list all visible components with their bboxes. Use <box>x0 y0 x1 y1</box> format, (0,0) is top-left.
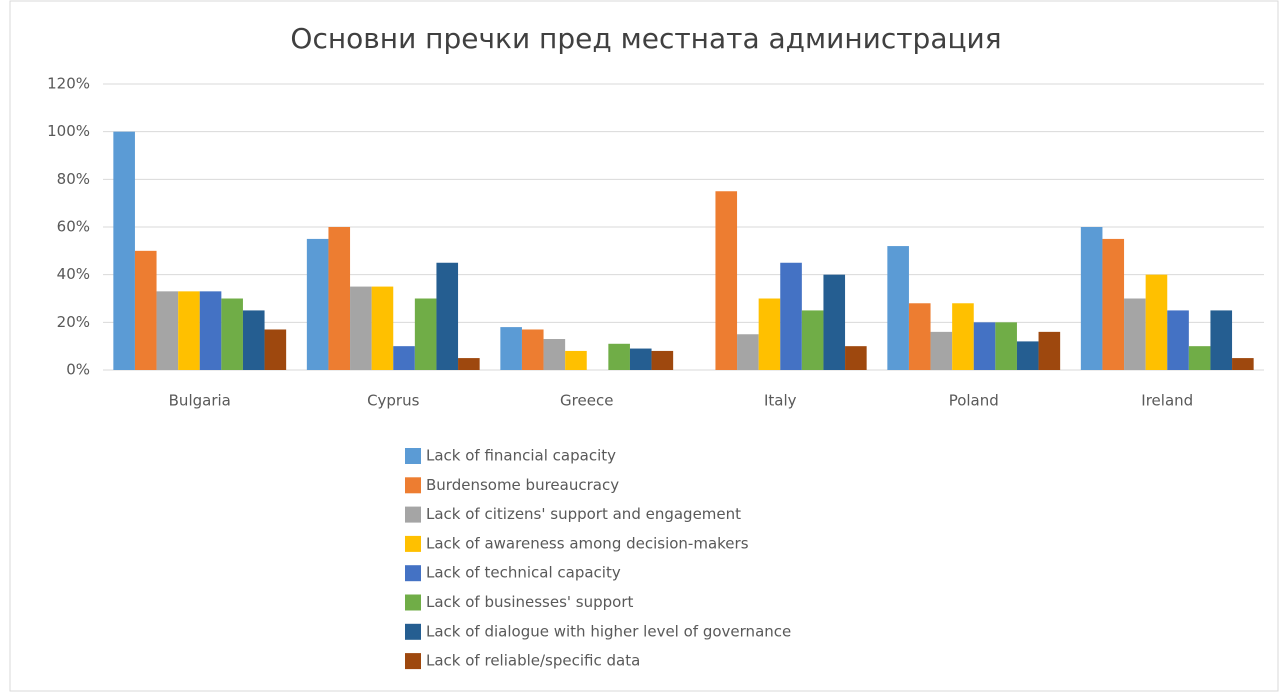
y-tick-label: 100% <box>47 122 90 140</box>
bar <box>651 350 674 370</box>
legend-swatch <box>405 565 421 582</box>
y-tick-label: 120% <box>47 75 90 93</box>
x-tick-label: Bulgaria <box>169 392 231 410</box>
legend-label: Burdensome bureaucracy <box>426 476 619 494</box>
bar <box>521 329 544 370</box>
legend-swatch <box>405 653 421 670</box>
chart-title: Основни пречки пред местната администрац… <box>290 22 1001 55</box>
bar <box>930 331 953 370</box>
legend-label: Lack of citizens' support and engagement <box>426 505 741 523</box>
bar <box>306 238 329 370</box>
bar <box>1016 341 1039 370</box>
bar <box>1167 310 1189 370</box>
bar <box>1102 238 1125 370</box>
bar <box>608 343 630 370</box>
x-tick-label: Greece <box>560 392 613 410</box>
legend-label: Lack of financial capacity <box>426 447 616 465</box>
bar <box>995 322 1017 370</box>
x-tick-label: Cyprus <box>367 392 420 410</box>
legend-label: Lack of businesses' support <box>426 593 633 611</box>
bar <box>973 322 996 370</box>
y-tick-label: 0% <box>66 361 90 379</box>
legend-label: Lack of reliable/specific data <box>426 652 640 670</box>
legend-swatch <box>405 623 421 640</box>
bar <box>845 346 867 370</box>
bar <box>801 310 824 370</box>
x-tick-label: Italy <box>764 392 797 410</box>
bar <box>780 262 802 370</box>
bar <box>156 291 179 370</box>
bar <box>737 334 759 370</box>
bar <box>758 298 781 370</box>
bar <box>629 348 652 370</box>
legend-swatch <box>405 477 421 494</box>
bar <box>1080 227 1103 370</box>
bar <box>715 191 738 370</box>
bar <box>543 339 566 370</box>
legend-label: Lack of awareness among decision-makers <box>426 534 749 552</box>
bar <box>134 250 157 370</box>
bar <box>1188 346 1211 370</box>
y-tick-label: 20% <box>57 313 90 331</box>
bar <box>500 327 522 370</box>
bar <box>113 131 135 370</box>
y-tick-label: 60% <box>57 218 90 236</box>
legend-swatch <box>405 506 421 523</box>
y-tick-label: 80% <box>57 170 90 188</box>
x-tick-label: Ireland <box>1141 392 1193 410</box>
bar <box>565 350 587 370</box>
bar <box>1210 310 1233 370</box>
bar <box>242 310 265 370</box>
legend-swatch <box>405 535 421 552</box>
y-tick-label: 40% <box>57 265 90 283</box>
legend-swatch <box>405 594 421 611</box>
bar <box>393 346 415 370</box>
bar <box>199 291 222 370</box>
legend-label: Lack of dialogue with higher level of go… <box>426 622 791 640</box>
legend-swatch <box>405 448 421 464</box>
bar <box>371 286 394 370</box>
bar <box>823 274 846 370</box>
bar <box>1232 358 1254 370</box>
bar <box>908 303 931 370</box>
bar <box>350 286 372 370</box>
bar <box>178 291 200 370</box>
bar <box>221 298 243 370</box>
bar <box>264 329 287 370</box>
legend-label: Lack of technical capacity <box>426 564 621 582</box>
bar <box>328 227 351 370</box>
bar <box>1124 298 1146 370</box>
bar <box>436 262 459 370</box>
bar <box>414 298 437 370</box>
x-tick-label: Poland <box>949 392 999 410</box>
bar <box>1145 274 1168 370</box>
bar <box>1038 331 1061 370</box>
bar <box>458 358 480 370</box>
bar <box>887 246 909 370</box>
bar <box>952 303 974 370</box>
